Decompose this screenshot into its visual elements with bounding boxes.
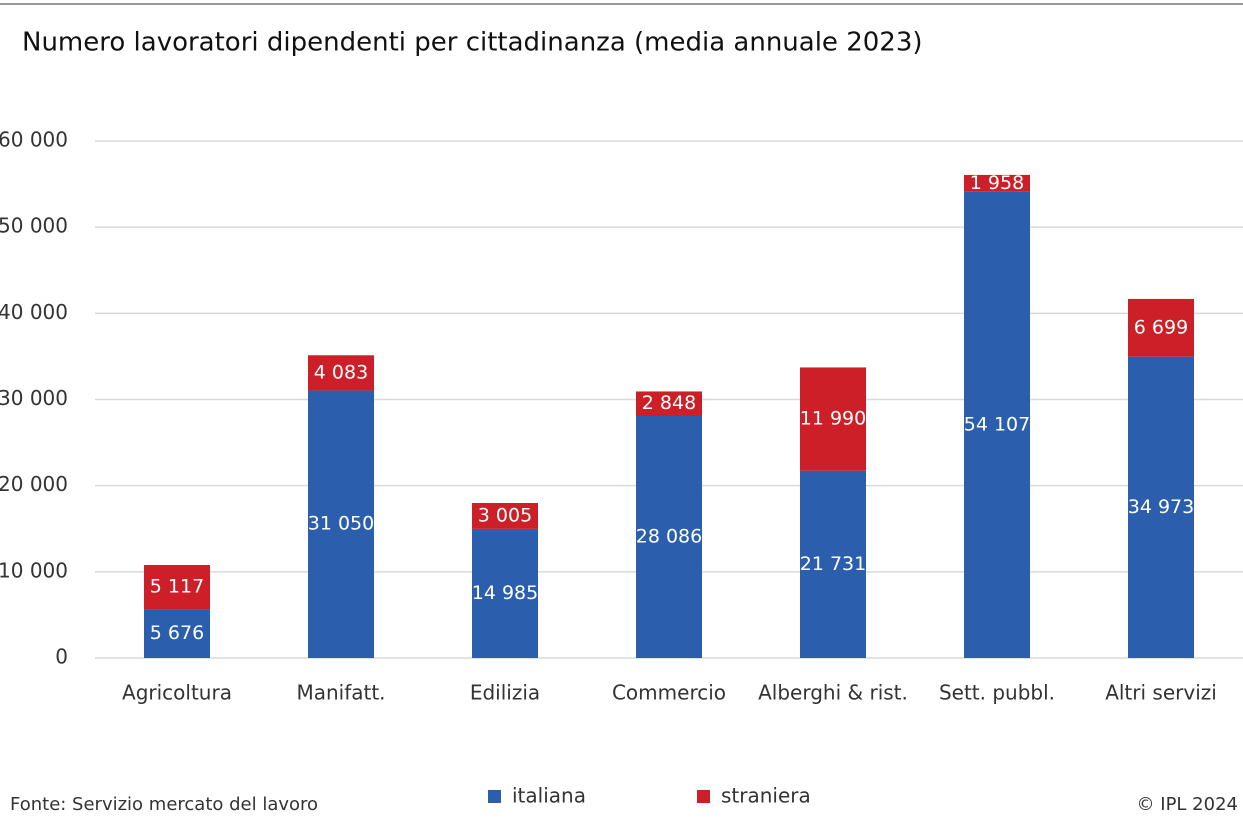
data-label: 31 050 xyxy=(308,513,374,535)
data-label: 34 973 xyxy=(1128,496,1194,518)
x-tick-label: Alberghi & rist. xyxy=(758,681,908,705)
bar-segment xyxy=(964,174,1030,192)
data-label: 11 990 xyxy=(800,408,866,430)
y-tick-label: 0 xyxy=(55,645,68,669)
x-tick-label: Commercio xyxy=(612,681,726,705)
data-label: 6 699 xyxy=(1134,316,1188,338)
x-tick-label: Manifatt. xyxy=(296,681,385,705)
bar-segment xyxy=(1128,356,1194,658)
data-label: 5 117 xyxy=(150,576,204,598)
bar-segment xyxy=(144,565,210,610)
x-tick-label: Agricoltura xyxy=(122,681,232,705)
bar-segment xyxy=(1128,298,1194,357)
x-tick-label: Sett. pubbl. xyxy=(939,681,1055,705)
y-tick-label: 60 000 xyxy=(0,128,68,152)
x-tick-label: Altri servizi xyxy=(1105,681,1217,705)
bar-segment xyxy=(800,367,866,471)
bar-segment xyxy=(472,502,538,529)
copyright: © IPL 2024 xyxy=(1137,794,1238,815)
source: Fonte: Servizio mercato del lavoro xyxy=(10,794,318,815)
data-label: 21 731 xyxy=(800,553,866,575)
y-tick-label: 50 000 xyxy=(0,214,68,238)
y-tick-label: 30 000 xyxy=(0,386,68,410)
legend-label: straniera xyxy=(721,784,811,808)
y-tick-label: 10 000 xyxy=(0,558,68,582)
bar-segment xyxy=(636,391,702,416)
x-tick-label: Edilizia xyxy=(470,681,540,705)
bar-segment xyxy=(636,415,702,658)
data-label: 2 848 xyxy=(642,392,696,414)
data-label: 3 005 xyxy=(478,504,532,526)
data-label: 14 985 xyxy=(472,582,538,604)
bar-segment xyxy=(308,355,374,391)
bar-segment xyxy=(964,191,1030,658)
legend-swatch xyxy=(697,790,710,803)
legend-label: italiana xyxy=(512,784,586,808)
legend-swatch xyxy=(488,790,501,803)
data-label: 54 107 xyxy=(964,413,1030,435)
data-label: 5 676 xyxy=(150,622,204,644)
data-label: 1 958 xyxy=(970,172,1024,194)
data-label: 4 083 xyxy=(314,361,368,383)
bar-segment xyxy=(472,528,538,658)
y-tick-label: 40 000 xyxy=(0,300,68,324)
data-label: 28 086 xyxy=(636,525,702,547)
bar-segment xyxy=(144,609,210,658)
bar-segment xyxy=(800,470,866,658)
y-tick-label: 20 000 xyxy=(0,472,68,496)
chart-title: Numero lavoratori dipendenti per cittadi… xyxy=(22,28,923,58)
bar-segment xyxy=(308,390,374,658)
